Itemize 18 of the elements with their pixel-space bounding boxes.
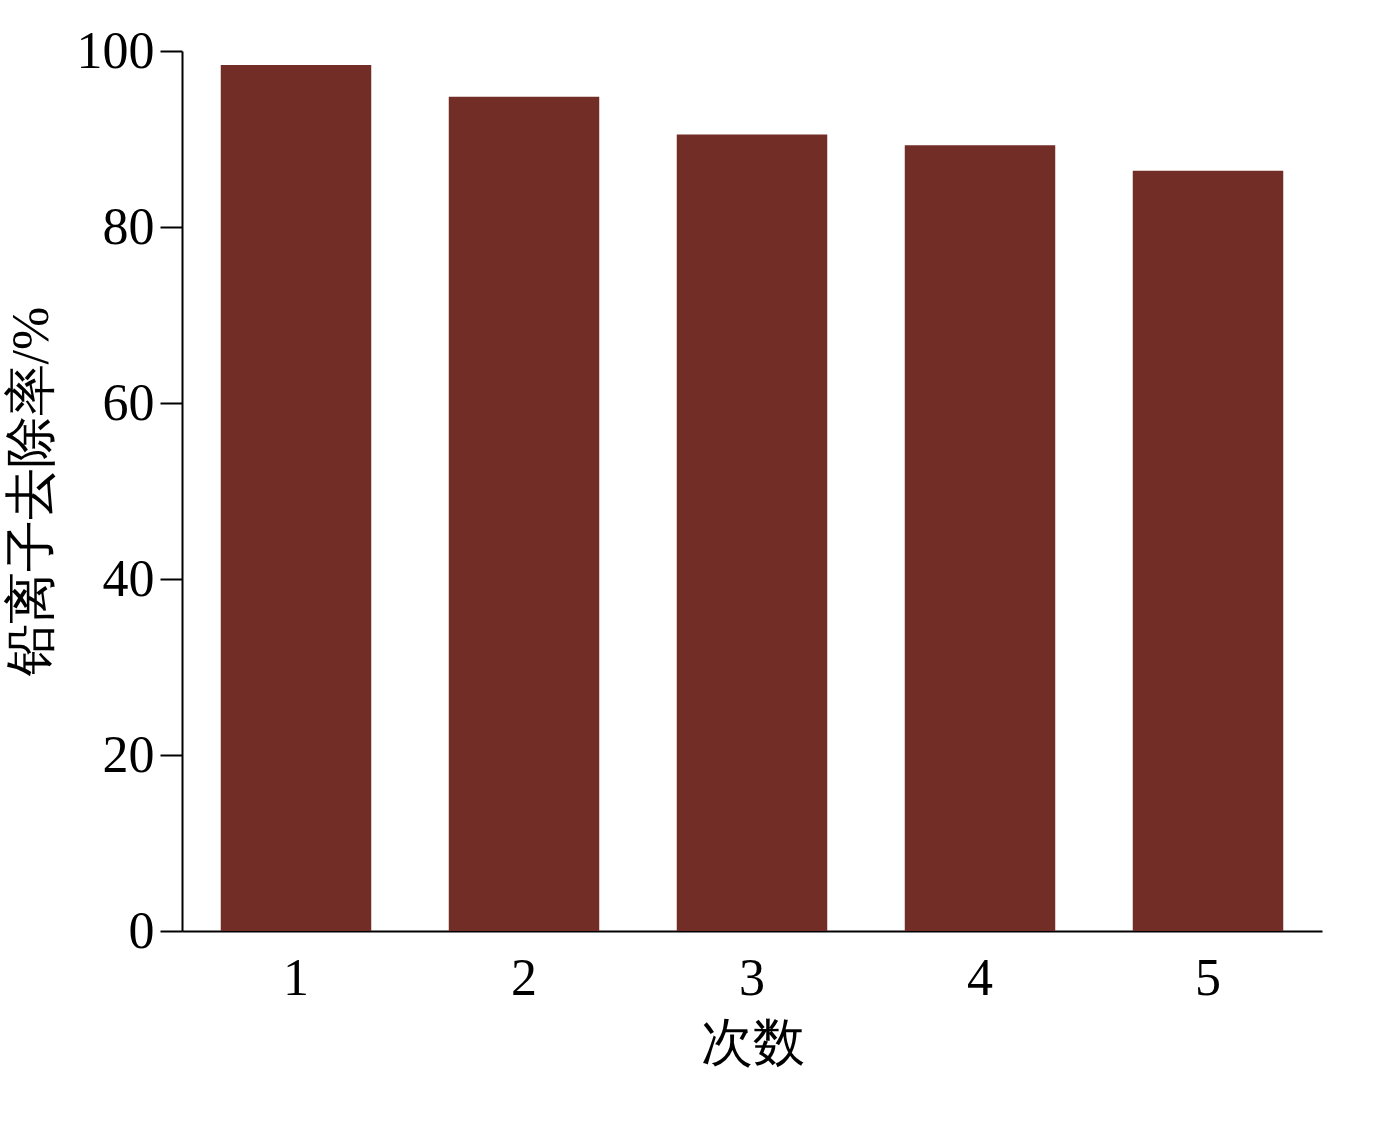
x-tick-label: 4 (967, 948, 993, 1006)
y-tick-label: 100 (76, 21, 155, 79)
y-axis-title: 铅离子去除率/% (1, 306, 59, 678)
x-axis-title: 次数 (700, 1013, 805, 1071)
y-tick-label: 60 (102, 373, 155, 431)
bar (676, 134, 828, 931)
y-tick-label: 40 (102, 549, 155, 607)
bar (904, 145, 1056, 931)
bar (448, 96, 600, 931)
x-tick-label: 2 (511, 948, 537, 1006)
y-tick-label: 0 (128, 901, 155, 959)
x-tick-label: 1 (283, 948, 309, 1006)
y-tick-label: 20 (102, 725, 155, 783)
bar (220, 65, 372, 931)
bar (1132, 170, 1284, 931)
x-tick-label: 5 (1195, 948, 1221, 1006)
y-tick-label: 80 (102, 197, 155, 255)
x-tick-label: 3 (739, 948, 765, 1006)
